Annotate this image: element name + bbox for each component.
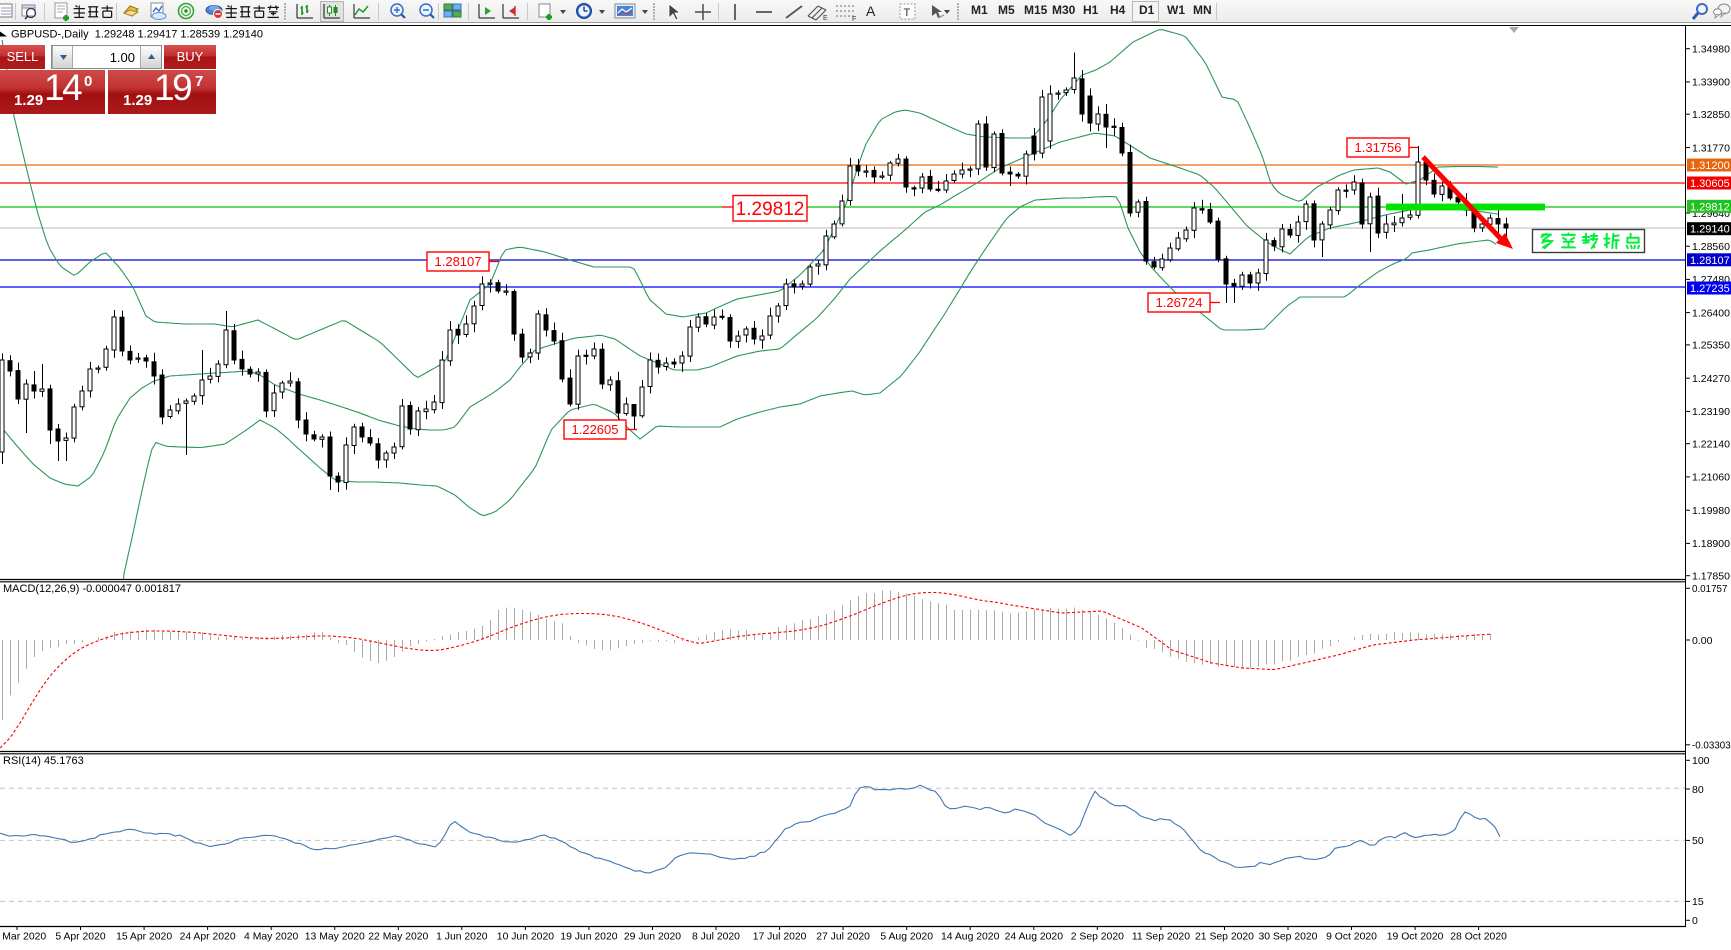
svg-text:1.28560: 1.28560: [1692, 241, 1730, 253]
svg-text:1.34980: 1.34980: [1692, 44, 1730, 56]
svg-text:21 Sep 2020: 21 Sep 2020: [1195, 932, 1254, 943]
svg-text:50: 50: [1692, 835, 1704, 847]
svg-text:8 Jul 2020: 8 Jul 2020: [692, 932, 740, 943]
svg-text:1.30605: 1.30605: [1690, 178, 1730, 190]
svg-text:1.31200: 1.31200: [1690, 160, 1730, 172]
svg-text:1.26724: 1.26724: [1156, 295, 1203, 310]
svg-text:2 Sep 2020: 2 Sep 2020: [1071, 932, 1124, 943]
svg-text:28 Oct 2020: 28 Oct 2020: [1450, 932, 1507, 943]
svg-text:14 Aug 2020: 14 Aug 2020: [941, 932, 1000, 943]
svg-text:0.00: 0.00: [1692, 635, 1713, 647]
svg-text:F: F: [852, 16, 856, 22]
svg-text:1.31756: 1.31756: [1355, 140, 1402, 155]
svg-text:5 Apr 2020: 5 Apr 2020: [55, 932, 105, 943]
svg-text:4 May 2020: 4 May 2020: [244, 932, 299, 943]
svg-text:10 Jun 2020: 10 Jun 2020: [497, 932, 554, 943]
svg-text:E: E: [823, 15, 828, 22]
svg-text:1.23190: 1.23190: [1692, 406, 1730, 418]
svg-text:15 Apr 2020: 15 Apr 2020: [116, 932, 172, 943]
svg-text:MACD(12,26,9) -0.000047 0.0018: MACD(12,26,9) -0.000047 0.001817: [3, 583, 181, 595]
svg-text:30 Sep 2020: 30 Sep 2020: [1259, 932, 1318, 943]
svg-text:1.32850: 1.32850: [1692, 109, 1730, 121]
svg-text:1.27235: 1.27235: [1690, 283, 1730, 295]
svg-text:11 Sep 2020: 11 Sep 2020: [1132, 932, 1190, 943]
svg-text:1.33900: 1.33900: [1692, 77, 1730, 89]
svg-text:1.29140: 1.29140: [1690, 224, 1730, 236]
svg-text:13 May 2020: 13 May 2020: [305, 932, 365, 943]
svg-text:1.26400: 1.26400: [1692, 307, 1730, 319]
svg-text:29 Jun 2020: 29 Jun 2020: [624, 932, 681, 943]
svg-text:1.21060: 1.21060: [1692, 472, 1730, 484]
svg-text:1.25350: 1.25350: [1692, 340, 1730, 352]
svg-text:1.22605: 1.22605: [572, 422, 619, 437]
svg-text:1.29812: 1.29812: [1690, 201, 1730, 213]
svg-text:24 Apr 2020: 24 Apr 2020: [180, 932, 236, 943]
svg-text:22 May 2020: 22 May 2020: [368, 932, 428, 943]
svg-text:1 Jun 2020: 1 Jun 2020: [436, 932, 488, 943]
svg-text:26 Mar 2020: 26 Mar 2020: [0, 932, 46, 943]
svg-text:5 Aug 2020: 5 Aug 2020: [880, 932, 933, 943]
svg-text:24 Aug 2020: 24 Aug 2020: [1005, 932, 1064, 943]
svg-text:19 Jun 2020: 19 Jun 2020: [560, 932, 617, 943]
svg-text:1.18900: 1.18900: [1692, 538, 1730, 550]
svg-text:1.31770: 1.31770: [1692, 142, 1730, 154]
svg-text:1.19980: 1.19980: [1692, 505, 1730, 517]
svg-text:-0.033037: -0.033037: [1692, 740, 1731, 751]
svg-text:1.22140: 1.22140: [1692, 439, 1730, 451]
svg-text:9 Oct 2020: 9 Oct 2020: [1326, 932, 1377, 943]
svg-text:1.24270: 1.24270: [1692, 373, 1730, 385]
svg-text:1.28107: 1.28107: [435, 254, 482, 269]
svg-text:T: T: [904, 7, 911, 19]
svg-text:100: 100: [1692, 755, 1710, 767]
svg-text:80: 80: [1692, 784, 1704, 796]
svg-text:1.29812: 1.29812: [736, 199, 805, 220]
svg-text:19 Oct 2020: 19 Oct 2020: [1387, 932, 1444, 943]
svg-text:RSI(14) 45.1763: RSI(14) 45.1763: [3, 755, 84, 767]
svg-text:17 Jul 2020: 17 Jul 2020: [753, 932, 807, 943]
svg-text:15: 15: [1692, 896, 1704, 908]
svg-text:0.01757: 0.01757: [1692, 584, 1727, 595]
svg-text:27 Jul 2020: 27 Jul 2020: [816, 932, 870, 943]
svg-text:1.17850: 1.17850: [1692, 571, 1730, 583]
svg-text:0: 0: [1692, 915, 1698, 927]
svg-text:1.28107: 1.28107: [1690, 255, 1730, 267]
svg-text:GBPUSD-,Daily 1.29248 1.29417: GBPUSD-,Daily 1.29248 1.29417 1.28539 1.…: [11, 29, 263, 41]
